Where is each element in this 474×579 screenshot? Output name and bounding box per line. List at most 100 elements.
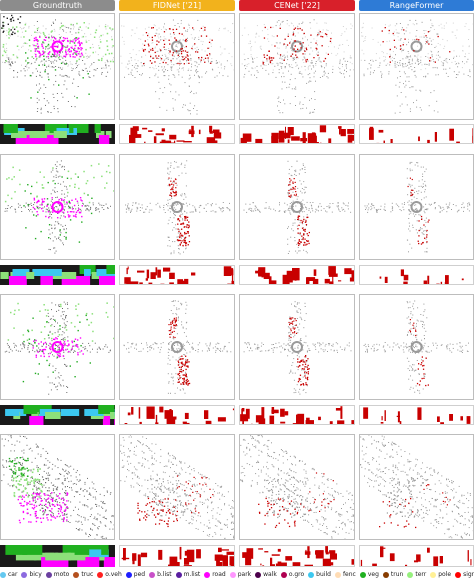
- error-segment: [306, 417, 310, 424]
- lidar-point: [31, 329, 33, 332]
- lidar-point: [141, 48, 143, 50]
- lidar-point: [56, 52, 59, 54]
- lidar-point: [294, 237, 296, 238]
- lidar-point: [332, 343, 334, 345]
- lidar-point: [181, 48, 183, 50]
- lidar-point: [304, 97, 306, 99]
- lidar-point: [94, 342, 96, 344]
- lidar-point: [302, 376, 304, 378]
- lidar-point: [339, 61, 341, 63]
- lidar-point: [418, 235, 420, 237]
- lidar-point: [71, 340, 73, 342]
- lidar-point: [52, 209, 54, 212]
- lidar-point: [197, 49, 199, 50]
- lidar-point: [200, 61, 202, 63]
- lidar-point: [230, 63, 232, 65]
- lidar-point: [348, 345, 350, 347]
- lidar-point: [409, 346, 411, 348]
- lidar-point: [41, 76, 43, 78]
- lidar-point: [87, 194, 89, 196]
- lidar-point: [441, 27, 443, 29]
- lidar-point: [311, 207, 313, 209]
- lidar-point: [42, 207, 44, 209]
- lidar-point: [297, 196, 299, 198]
- lidar-point: [304, 356, 306, 358]
- lidar-point: [48, 52, 50, 54]
- lidar-point: [181, 62, 182, 64]
- lidar-point: [195, 70, 197, 72]
- lidar-point: [304, 169, 306, 170]
- lidar-point: [248, 208, 250, 210]
- lidar-point: [425, 196, 427, 198]
- lidar-point: [425, 75, 427, 77]
- lidar-point: [299, 43, 301, 45]
- lidar-point: [52, 169, 54, 171]
- lidar-point: [110, 492, 112, 494]
- lidar-point: [407, 307, 409, 309]
- lidar-point: [228, 342, 230, 344]
- lidar-point: [169, 330, 172, 332]
- ego-ring: [410, 40, 423, 53]
- lidar-point: [47, 53, 49, 55]
- lidar-point: [175, 317, 177, 319]
- lidar-point: [36, 43, 39, 45]
- lidar-point: [34, 31, 36, 33]
- lidar-point: [66, 365, 68, 367]
- lidar-point: [325, 210, 326, 212]
- error-segment: [300, 138, 308, 142]
- lidar-point: [370, 209, 372, 211]
- range-view: [0, 124, 115, 144]
- error-segment: [287, 127, 294, 136]
- lidar-point: [415, 330, 417, 332]
- lidar-point: [373, 205, 375, 207]
- range-segment: [29, 416, 44, 425]
- lidar-point: [410, 386, 412, 388]
- lidar-point: [425, 43, 427, 45]
- lidar-point: [42, 64, 44, 66]
- lidar-point: [408, 316, 410, 318]
- lidar-point: [26, 437, 28, 439]
- range-view: [120, 406, 234, 424]
- lidar-point: [130, 210, 132, 212]
- lidar-point: [167, 64, 169, 66]
- lidar-point: [51, 30, 53, 32]
- lidar-point: [285, 344, 287, 346]
- lidar-point: [51, 302, 53, 304]
- error-segment: [255, 138, 263, 143]
- lidar-point: [65, 464, 67, 466]
- lidar-point: [304, 372, 306, 374]
- lidar-point: [77, 176, 79, 178]
- error-segment: [271, 407, 275, 414]
- lidar-point: [343, 57, 345, 59]
- lidar-point: [171, 187, 173, 189]
- lidar-point: [297, 218, 300, 220]
- lidar-point: [190, 59, 192, 61]
- lidar-point: [299, 71, 301, 73]
- lidar-point: [399, 347, 400, 349]
- lidar-point: [243, 209, 245, 211]
- lidar-point: [338, 47, 339, 49]
- lidar-point: [199, 342, 201, 344]
- lidar-point: [65, 59, 67, 61]
- lidar-point: [95, 69, 97, 71]
- error-segment: [370, 132, 373, 138]
- lidar-point: [65, 63, 67, 65]
- lidar-point: [301, 192, 303, 194]
- lidar-point: [59, 67, 61, 69]
- lidar-point: [299, 323, 301, 325]
- lidar-point: [318, 205, 320, 207]
- lidar-point: [83, 203, 84, 205]
- lidar-point: [57, 344, 59, 346]
- lidar-point: [67, 53, 69, 55]
- lidar-point: [20, 207, 22, 209]
- lidar-point: [52, 55, 54, 57]
- lidar-point: [7, 57, 9, 59]
- lidar-point: [252, 61, 254, 63]
- lidar-point: [189, 343, 191, 345]
- error-segment: [466, 416, 471, 424]
- lidar-point: [461, 207, 463, 209]
- lidar-point: [154, 35, 156, 37]
- lidar-point: [315, 348, 317, 350]
- lidar-point: [414, 352, 416, 354]
- lidar-point: [383, 345, 385, 347]
